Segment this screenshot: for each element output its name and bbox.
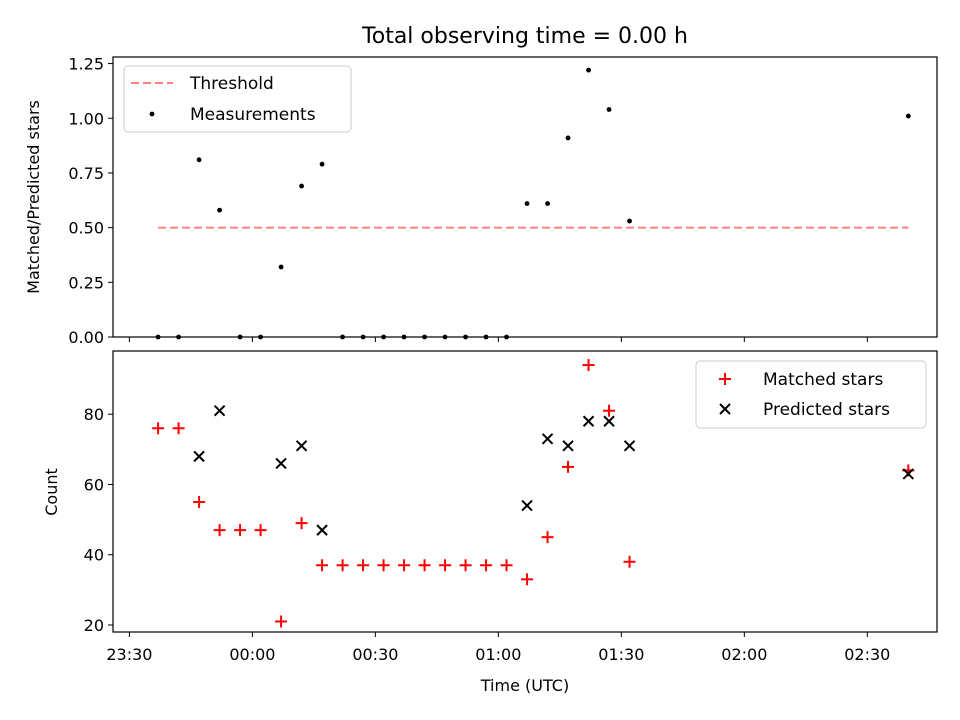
matched-star-point — [480, 559, 493, 572]
predicted-star-point — [213, 405, 226, 417]
top-y-axis-title: Matched/Predicted stars — [24, 100, 43, 294]
matched-star-point — [521, 573, 534, 586]
top-y-tick-label: 0.75 — [68, 164, 104, 183]
predicted-star-point — [295, 440, 308, 452]
top-y-axis: 0.00 0.25 0.50 0.75 1.00 1.25 — [68, 55, 113, 347]
matched-star-point — [254, 524, 267, 537]
matched-star-point — [316, 559, 329, 572]
measurement-point — [196, 157, 202, 163]
matched-star-point — [336, 559, 349, 572]
measurement-point — [319, 161, 325, 167]
measurement-point — [299, 183, 304, 189]
legend-predicted-label: Predicted stars — [763, 400, 890, 420]
predicted-star-point — [562, 440, 574, 452]
predicted-star-point — [275, 457, 287, 470]
matched-star-point — [398, 559, 411, 572]
top-panel: 0.00 0.25 0.50 0.75 1.00 1.25 Matched/Predict… — [24, 55, 938, 347]
chart-title: Total observing time = 0.00 h — [361, 24, 688, 49]
matched-star-point — [377, 559, 390, 572]
matched-star-point — [275, 615, 288, 628]
matched-star-point — [623, 555, 636, 568]
matched-star-point — [459, 559, 472, 572]
predicted-star-point — [902, 468, 915, 480]
legend-threshold-label: Threshold — [189, 74, 274, 94]
x-tick-label: 23:30 — [106, 645, 152, 664]
measurement-point — [586, 67, 591, 73]
matched-star-point — [562, 460, 575, 473]
matched-star-point — [213, 524, 226, 537]
bottom-plot-area — [152, 359, 915, 628]
measurement-point — [524, 201, 530, 206]
matched-star-point — [603, 404, 616, 417]
legend-measurements-swatch — [149, 111, 155, 117]
measurement-point — [565, 135, 571, 141]
x-axis-title: Time (UTC) — [480, 676, 569, 695]
matched-star-point — [193, 496, 206, 509]
top-legend-frame — [123, 65, 352, 133]
matched-star-point — [500, 559, 513, 572]
predicted-star-point — [316, 524, 328, 536]
top-y-tick-label: 0.25 — [68, 273, 104, 292]
matched-star-point — [172, 422, 185, 435]
x-tick-label: 00:00 — [229, 645, 275, 664]
top-legend: Threshold Measurements — [123, 65, 352, 133]
matched-star-point — [152, 422, 165, 435]
legend-matched-swatch — [719, 373, 731, 385]
predicted-star-point — [603, 415, 615, 427]
matched-star-point — [582, 359, 595, 372]
predicted-star-point — [541, 433, 554, 445]
x-tick-label: 02:30 — [844, 645, 890, 664]
measurement-point — [545, 201, 550, 206]
bottom-axes-frame — [112, 350, 938, 633]
measurement-point — [606, 107, 612, 112]
bottom-y-axis-title: Count — [42, 468, 61, 516]
bottom-y-tick-label: 80 — [84, 405, 104, 424]
bottom-y-tick-label: 40 — [84, 546, 104, 565]
x-tick-label: 01:00 — [475, 645, 521, 664]
matched-star-point — [541, 531, 554, 544]
top-y-tick-label: 0.00 — [68, 328, 104, 347]
predicted-star-point — [582, 415, 595, 427]
legend-matched-label: Matched stars — [763, 370, 883, 390]
bottom-x-axis: 23:30 00:00 00:30 01:00 01:30 02:00 02:30 — [106, 632, 890, 664]
predicted-star-point — [623, 440, 636, 452]
predicted-star-point — [521, 499, 533, 512]
bottom-y-tick-label: 20 — [84, 616, 104, 635]
x-tick-label: 01:30 — [598, 645, 644, 664]
legend-measurements-label: Measurements — [190, 105, 316, 125]
top-axes-frame — [112, 56, 938, 338]
bottom-y-axis: 20 40 60 80 — [84, 405, 113, 635]
bottom-legend-frame — [695, 360, 927, 429]
matched-star-point — [295, 517, 308, 530]
legend-predicted-swatch — [719, 403, 731, 415]
bottom-legend: Matched stars Predicted stars — [695, 360, 927, 429]
x-tick-label: 02:00 — [721, 645, 767, 664]
top-y-tick-label: 0.50 — [68, 219, 104, 238]
top-y-tick-label: 1.25 — [68, 55, 104, 74]
matched-star-point — [439, 559, 452, 572]
bottom-y-tick-label: 60 — [84, 475, 104, 494]
measurement-point — [905, 113, 911, 119]
matched-star-point — [234, 524, 247, 537]
top-x-axis-ticks — [128, 337, 868, 342]
measurement-point — [627, 218, 632, 224]
measurement-point — [278, 264, 284, 270]
matched-star-point — [418, 559, 431, 572]
matched-star-point — [357, 559, 370, 572]
bottom-panel: 20 40 60 80 23:30 00:00 00:30 01:00 01:30 02:00 0… — [42, 350, 938, 695]
x-tick-label: 00:30 — [352, 645, 398, 664]
predicted-star-point — [193, 450, 205, 463]
measurement-point — [217, 207, 222, 213]
top-y-tick-label: 1.00 — [68, 109, 104, 128]
